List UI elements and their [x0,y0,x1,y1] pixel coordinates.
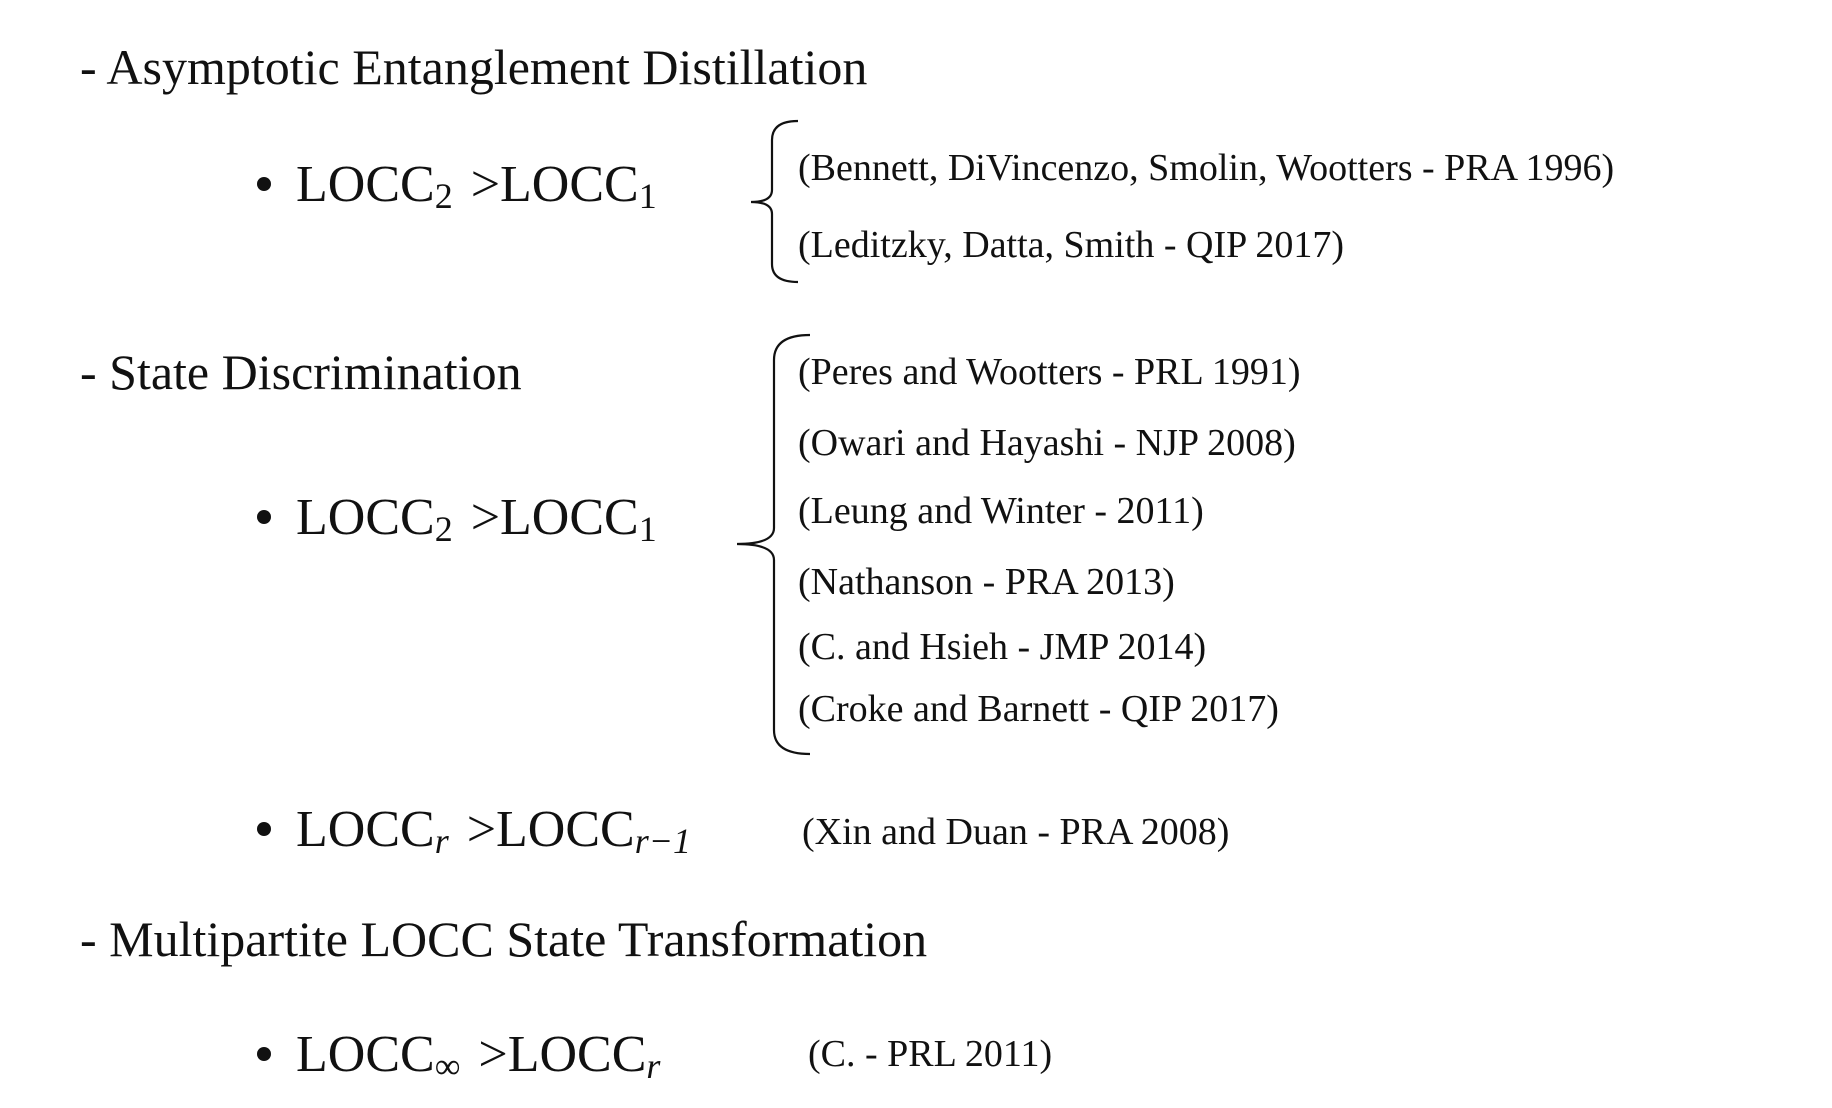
math-expression: LOCC∞ >LOCCr [296,1026,661,1087]
relation: > [471,156,500,213]
operand-subscript: 2 [435,176,453,216]
math-expression: LOCC2 >LOCC1 [296,489,657,550]
reference: (Peres and Wootters - PRL 1991) [798,351,1300,393]
math-expression: LOCC2 >LOCC1 [296,156,657,217]
operand-base: LOCC [296,489,435,546]
section-title: - State Discrimination [80,344,522,400]
operand-subscript: r−1 [635,821,691,861]
relation: > [467,801,496,858]
bullet [257,1047,271,1061]
operand-base: LOCC [296,1026,435,1083]
section-title: - Asymptotic Entanglement Distillation [80,39,867,95]
reference: (Croke and Barnett - QIP 2017) [798,688,1279,730]
reference: (Owari and Hayashi - NJP 2008) [798,422,1296,464]
operand-base: LOCC [508,1026,647,1083]
reference: (C. and Hsieh - JMP 2014) [798,626,1206,668]
operand-base: LOCC [496,801,635,858]
reference: (Leung and Winter - 2011) [798,490,1204,532]
bullet [257,177,271,191]
operand-subscript: ∞ [435,1046,461,1086]
operand-subscript: r [435,821,450,861]
operand-base: LOCC [500,156,639,213]
relation: > [478,1026,507,1083]
reference: (Bennett, DiVincenzo, Smolin, Wootters -… [798,147,1614,189]
operand-subscript: 2 [435,509,453,549]
reference: (C. - PRL 2011) [808,1033,1052,1075]
math-expression: LOCCr >LOCCr−1 [296,801,691,862]
reference: (Xin and Duan - PRA 2008) [802,811,1229,853]
reference: (Leditzky, Datta, Smith - QIP 2017) [798,224,1344,266]
operand-base: LOCC [500,489,639,546]
relation: > [471,489,500,546]
operand-subscript: 1 [639,509,657,549]
operand-base: LOCC [296,156,435,213]
operand-subscript: 1 [639,176,657,216]
reference: (Nathanson - PRA 2013) [798,561,1175,603]
bullet [257,510,271,524]
brace [736,333,811,756]
bullet [257,822,271,836]
section-title: - Multipartite LOCC State Transformation [80,911,927,967]
operand-subscript: r [646,1046,661,1086]
brace [750,119,799,284]
operand-base: LOCC [296,801,435,858]
